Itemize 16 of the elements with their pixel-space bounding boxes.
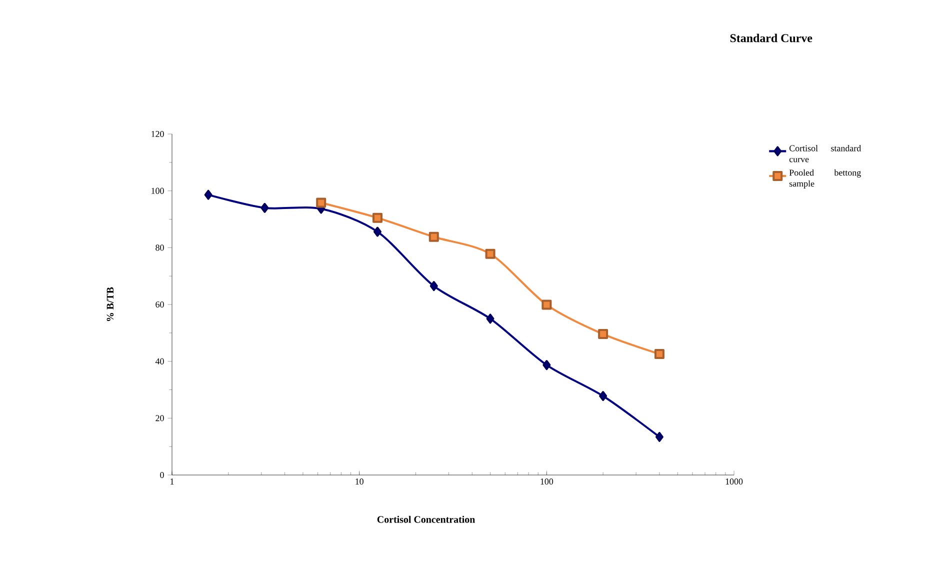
- x-tick-label: 100: [540, 478, 554, 485]
- y-tick-label: 100: [152, 188, 164, 194]
- x-tick-label: 1: [170, 478, 174, 484]
- y-tick-label: 20: [156, 415, 164, 422]
- y-axis-title: % B/TB: [106, 287, 114, 322]
- text: Standard Curve: [730, 34, 812, 42]
- x-tick-label: 1000: [726, 478, 743, 485]
- legend-label: Pooled bettong sample: [789, 169, 861, 188]
- y-tick-label: 120: [152, 130, 164, 138]
- legend-label: Cortisol standard curve: [789, 145, 862, 162]
- y-tick-label: 80: [156, 244, 164, 251]
- x-tick-label: 10: [356, 478, 364, 485]
- y-tick-label: 60: [156, 301, 164, 308]
- x-axis-title: Cortisol Concentration: [377, 516, 475, 523]
- y-tick-label: 0: [160, 472, 164, 478]
- y-tick-label: 40: [155, 358, 164, 364]
